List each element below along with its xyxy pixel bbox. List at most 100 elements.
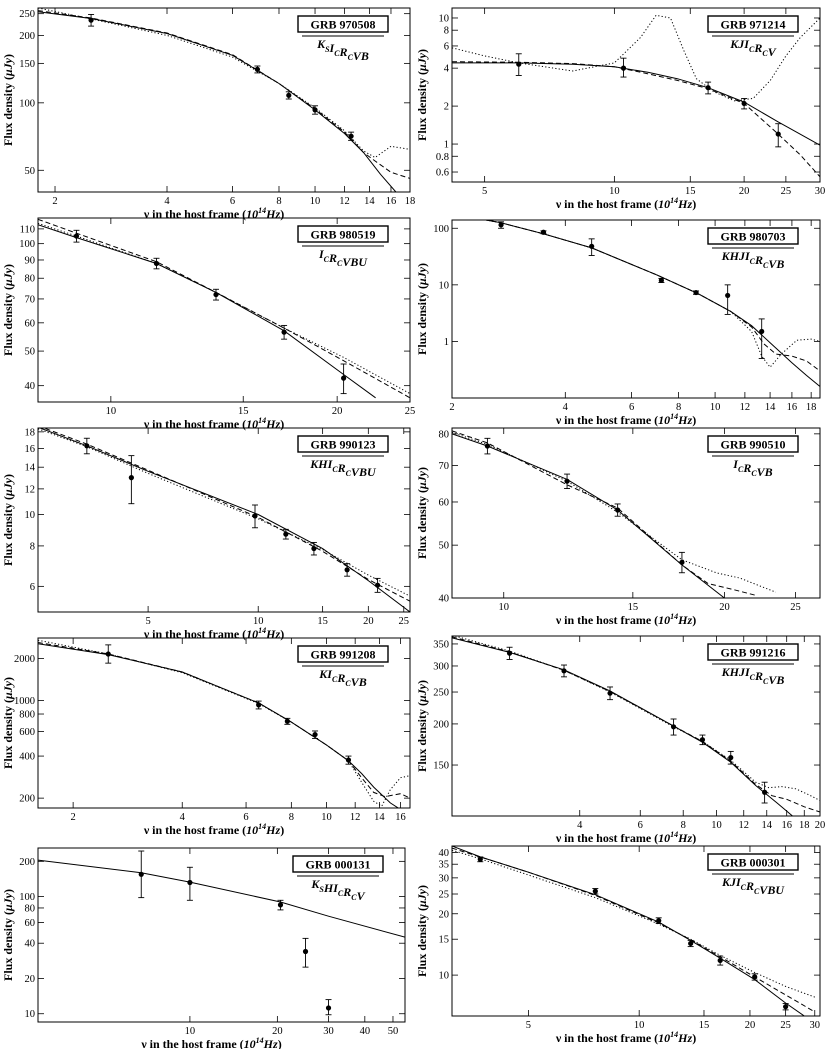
x-axis-unit-exp: 14: [258, 416, 266, 425]
panel-grb-980703: 2 4 6 8 10 12 14 16 18 1 10 100 ν in the host frame …: [415, 219, 821, 427]
data-point: [658, 277, 664, 283]
y-tick-label: 4: [444, 64, 450, 75]
grb-name: GRB 000301: [720, 856, 785, 870]
model-curve-solid: [38, 859, 405, 938]
grb-label-box: [292, 855, 384, 873]
x-tick-label: 2: [52, 196, 57, 207]
band-subscript: C: [337, 259, 343, 268]
band-letter: KI: [318, 667, 333, 681]
x-tick-label: 5: [482, 186, 487, 197]
band-letter: I: [318, 247, 325, 261]
x-tick-label: 12: [740, 402, 751, 413]
x-tick-label: 25: [781, 186, 792, 197]
data-point: [345, 757, 352, 763]
grb-label-box: [707, 435, 799, 453]
data-point: [153, 260, 160, 267]
band-letter: I: [732, 457, 739, 471]
x-tick-label: 2: [71, 812, 76, 823]
data-point: [752, 974, 758, 980]
y-tick-label: 16: [25, 444, 36, 455]
model-curve-dashed: [452, 636, 820, 813]
x-axis-unit-hz: Hz: [677, 831, 692, 845]
data-point: [656, 918, 662, 924]
y-tick-label: 10: [25, 510, 36, 521]
x-axis-unit-exp: 14: [670, 612, 678, 621]
grb-label-box: [707, 643, 799, 661]
x-tick-label: 4: [180, 812, 186, 823]
y-tick-label: 50: [25, 166, 36, 177]
model-curve-solid: [452, 62, 820, 146]
band-letter: V: [768, 45, 777, 59]
data-point: [477, 856, 483, 862]
y-tick-label: 8: [444, 26, 449, 37]
x-tick-label: 16: [386, 196, 397, 207]
plot-frame: [37, 847, 406, 1023]
grb-label-box: [707, 15, 799, 33]
x-axis-unit-hz: Hz: [677, 197, 692, 211]
grb-bands: KSICRCVB: [316, 37, 369, 63]
data-point: [312, 731, 318, 738]
band-subscript: C: [332, 465, 338, 474]
x-tick-label: 14: [762, 820, 773, 831]
y-axis-unit: μJy: [1, 57, 15, 77]
x-tick-label: 30: [810, 1020, 821, 1031]
data-point: [341, 375, 347, 381]
band-letter: R: [754, 669, 763, 683]
y-axis-unit: μJy: [415, 52, 429, 72]
y-tick-label: 1: [444, 140, 449, 151]
y-tick-label: 18: [25, 427, 36, 438]
x-tick-label: 15: [317, 616, 328, 627]
x-axis-label: ν in the host frame (1014Hz): [143, 206, 284, 221]
x-tick-label: 10: [711, 820, 722, 831]
x-tick-label: 8: [289, 812, 294, 823]
x-axis-unit-exp: 14: [256, 1036, 264, 1045]
y-tick-label: 10: [25, 1009, 36, 1020]
x-axis-unit: 10: [658, 197, 670, 211]
data-point: [699, 737, 706, 743]
x-tick-label: 2: [449, 402, 454, 413]
y-tick-label: 80: [25, 274, 36, 285]
y-tick-label: 10: [439, 13, 450, 24]
grb-bands: KJICRCV: [729, 37, 776, 59]
y-tick-label: 250: [19, 9, 35, 20]
x-axis-unit-hz: Hz: [677, 1031, 692, 1045]
band-subscript: C: [345, 679, 351, 688]
x-tick-label: 8: [681, 820, 686, 831]
data-point: [725, 292, 731, 299]
band-subscript: C: [338, 889, 344, 898]
y-tick-label: 35: [439, 860, 450, 871]
x-tick-label: 10: [634, 1020, 645, 1031]
y-tick-label: 60: [25, 918, 36, 929]
y-tick-label: 14: [25, 463, 36, 474]
x-axis-unit: 10: [658, 831, 670, 845]
grb-label-box: [297, 225, 389, 243]
x-tick-label: 15: [685, 186, 696, 197]
y-axis-label: Flux density (μJy): [1, 264, 15, 356]
data-point: [213, 291, 219, 298]
model-curve-solid: [38, 224, 376, 399]
x-tick-label: 18: [799, 820, 810, 831]
grb-bands: ICRCVB: [732, 457, 772, 479]
data-point: [254, 66, 261, 73]
data-point: [73, 233, 80, 239]
model-curve-dotted: [38, 8, 410, 159]
x-tick-label: 25: [790, 602, 801, 613]
model-curve-dotted: [38, 222, 410, 395]
data-point: [187, 879, 193, 886]
plot-frame: [451, 7, 821, 183]
y-axis-unit: μJy: [415, 470, 429, 490]
band-letter: R: [745, 879, 754, 893]
grb-bands: KHICRCVBU: [309, 457, 377, 479]
data-point: [607, 690, 613, 696]
grb-name: GRB 970508: [310, 18, 375, 32]
grb-name: GRB 980519: [310, 228, 375, 242]
y-tick-label: 40: [25, 381, 36, 392]
x-axis-unit-hz: Hz: [265, 627, 280, 641]
x-tick-label: 8: [676, 402, 681, 413]
grb-bands: KJICRCVBU: [721, 875, 785, 897]
y-tick-label: 600: [19, 727, 35, 738]
x-axis-label: ν in the host frame (1014Hz): [143, 822, 284, 837]
grb-name: GRB 990510: [720, 438, 785, 452]
y-tick-label: 200: [433, 719, 449, 730]
band-letter: KJI: [729, 37, 750, 51]
